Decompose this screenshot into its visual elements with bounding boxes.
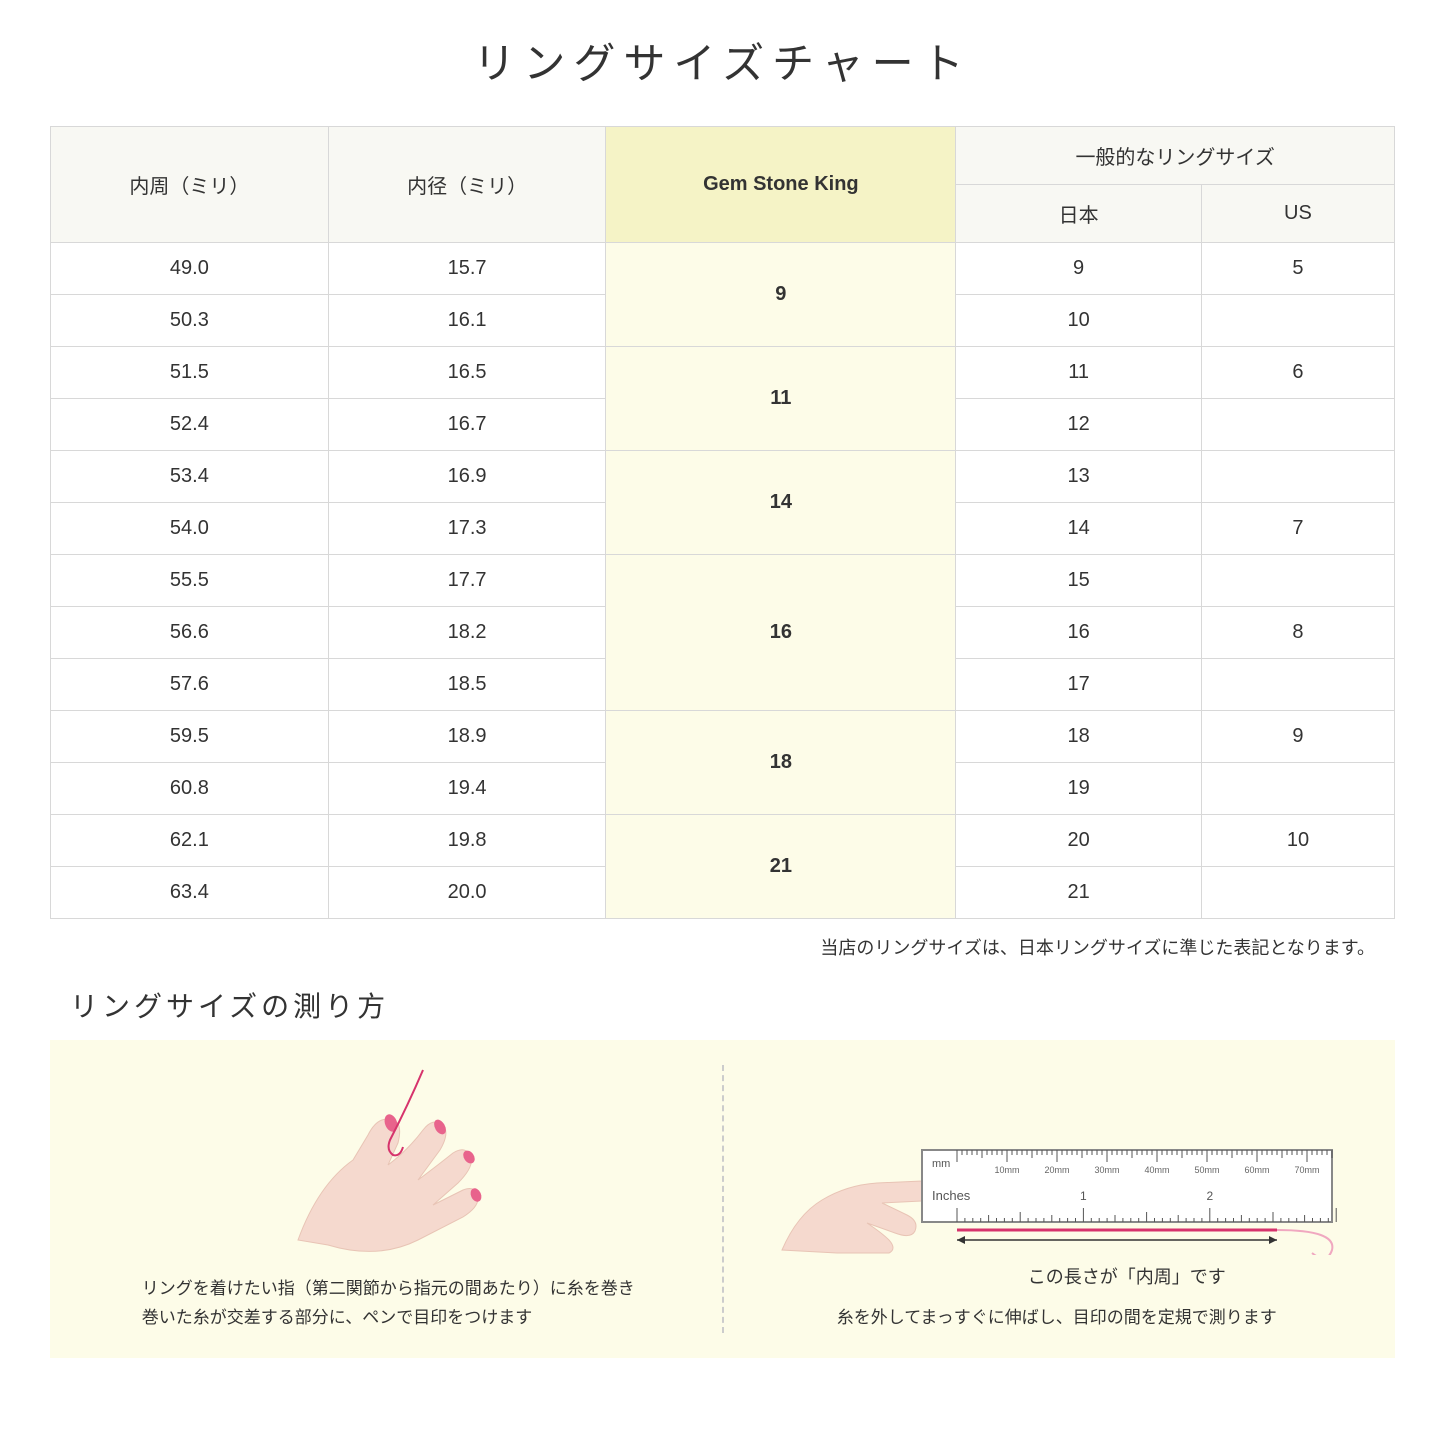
cell-circ: 52.4 [51,399,329,451]
measure-label: この長さが「内周」です [1028,1263,1226,1289]
cell-dia: 16.7 [328,399,606,451]
hand-point-icon [777,1135,937,1255]
cell-circ: 54.0 [51,503,329,555]
cell-circ: 50.3 [51,295,329,347]
cell-circ: 62.1 [51,815,329,867]
col-diameter: 内径（ミリ） [328,127,606,243]
svg-text:40mm: 40mm [1144,1165,1169,1175]
cell-circ: 60.8 [51,763,329,815]
table-row: 59.518.918189 [51,711,1395,763]
cell-circ: 55.5 [51,555,329,607]
table-row: 62.119.8212010 [51,815,1395,867]
howto-step-2-text: 糸を外してまっすぐに伸ばし、目印の間を定規で測ります [807,1304,1307,1333]
col-brand: Gem Stone King [606,127,956,243]
cell-circ: 53.4 [51,451,329,503]
cell-circ: 56.6 [51,607,329,659]
cell-jp: 14 [956,503,1202,555]
cell-dia: 20.0 [328,867,606,919]
cell-gsk: 21 [606,815,956,919]
table-row: 51.516.511116 [51,347,1395,399]
cell-dia: 16.9 [328,451,606,503]
cell-circ: 63.4 [51,867,329,919]
cell-jp: 9 [956,243,1202,295]
col-general: 一般的なリングサイズ [956,127,1395,185]
cell-gsk: 9 [606,243,956,347]
cell-jp: 20 [956,815,1202,867]
cell-gsk: 16 [606,555,956,711]
cell-us [1201,555,1394,607]
cell-jp: 16 [956,607,1202,659]
cell-us: 5 [1201,243,1394,295]
cell-gsk: 14 [606,451,956,555]
col-japan: 日本 [956,185,1202,243]
cell-us [1201,763,1394,815]
howto-step-1: リングを着けたい指（第二関節から指元の間あたり）に糸を巻き 巻いた糸が交差する部… [70,1065,707,1333]
svg-text:60mm: 60mm [1244,1165,1269,1175]
cell-dia: 18.2 [328,607,606,659]
howto-section: リングを着けたい指（第二関節から指元の間あたり）に糸を巻き 巻いた糸が交差する部… [50,1040,1395,1358]
cell-dia: 19.4 [328,763,606,815]
svg-text:70mm: 70mm [1294,1165,1319,1175]
cell-us [1201,659,1394,711]
svg-text:Inches: Inches [932,1188,971,1203]
cell-dia: 18.5 [328,659,606,711]
col-circumference: 内周（ミリ） [51,127,329,243]
cell-dia: 17.3 [328,503,606,555]
page-title: リングサイズチャート [50,30,1395,91]
cell-dia: 17.7 [328,555,606,607]
svg-text:50mm: 50mm [1194,1165,1219,1175]
col-us: US [1201,185,1394,243]
cell-us [1201,867,1394,919]
cell-jp: 15 [956,555,1202,607]
svg-text:2: 2 [1206,1189,1213,1203]
svg-text:mm: mm [932,1158,950,1170]
howto-title: リングサイズの測り方 [50,985,1395,1025]
cell-circ: 49.0 [51,243,329,295]
cell-jp: 18 [956,711,1202,763]
footnote: 当店のリングサイズは、日本リングサイズに準じた表記となります。 [50,934,1395,960]
cell-circ: 57.6 [51,659,329,711]
cell-dia: 16.1 [328,295,606,347]
cell-us [1201,451,1394,503]
cell-jp: 17 [956,659,1202,711]
cell-jp: 13 [956,451,1202,503]
cell-jp: 12 [956,399,1202,451]
howto-step-1-text: リングを着けたい指（第二関節から指元の間あたり）に糸を巻き 巻いた糸が交差する部… [112,1275,665,1333]
howto-step-2: mm 10mm 20mm 30mm 40mm 50mm 60mm 70mm Inches 1… [739,1065,1376,1333]
cell-jp: 19 [956,763,1202,815]
svg-text:1: 1 [1080,1189,1087,1203]
table-row: 55.517.71615 [51,555,1395,607]
cell-us: 7 [1201,503,1394,555]
cell-dia: 15.7 [328,243,606,295]
cell-gsk: 18 [606,711,956,815]
cell-circ: 59.5 [51,711,329,763]
cell-us: 8 [1201,607,1394,659]
cell-gsk: 11 [606,347,956,451]
cell-us: 10 [1201,815,1394,867]
cell-dia: 19.8 [328,815,606,867]
svg-text:10mm: 10mm [994,1165,1019,1175]
cell-us [1201,399,1394,451]
howto-divider [722,1065,724,1333]
cell-dia: 18.9 [328,711,606,763]
size-chart-table: 内周（ミリ） 内径（ミリ） Gem Stone King 一般的なリングサイズ … [50,126,1395,919]
cell-us: 6 [1201,347,1394,399]
cell-jp: 21 [956,867,1202,919]
cell-jp: 11 [956,347,1202,399]
cell-us: 9 [1201,711,1394,763]
hand-wrap-icon [258,1065,518,1255]
svg-text:20mm: 20mm [1044,1165,1069,1175]
cell-circ: 51.5 [51,347,329,399]
ruler-icon: mm 10mm 20mm 30mm 40mm 50mm 60mm 70mm Inches 1… [917,1145,1337,1255]
svg-text:30mm: 30mm [1094,1165,1119,1175]
table-row: 49.015.7995 [51,243,1395,295]
cell-us [1201,295,1394,347]
table-row: 53.416.91413 [51,451,1395,503]
cell-dia: 16.5 [328,347,606,399]
cell-jp: 10 [956,295,1202,347]
